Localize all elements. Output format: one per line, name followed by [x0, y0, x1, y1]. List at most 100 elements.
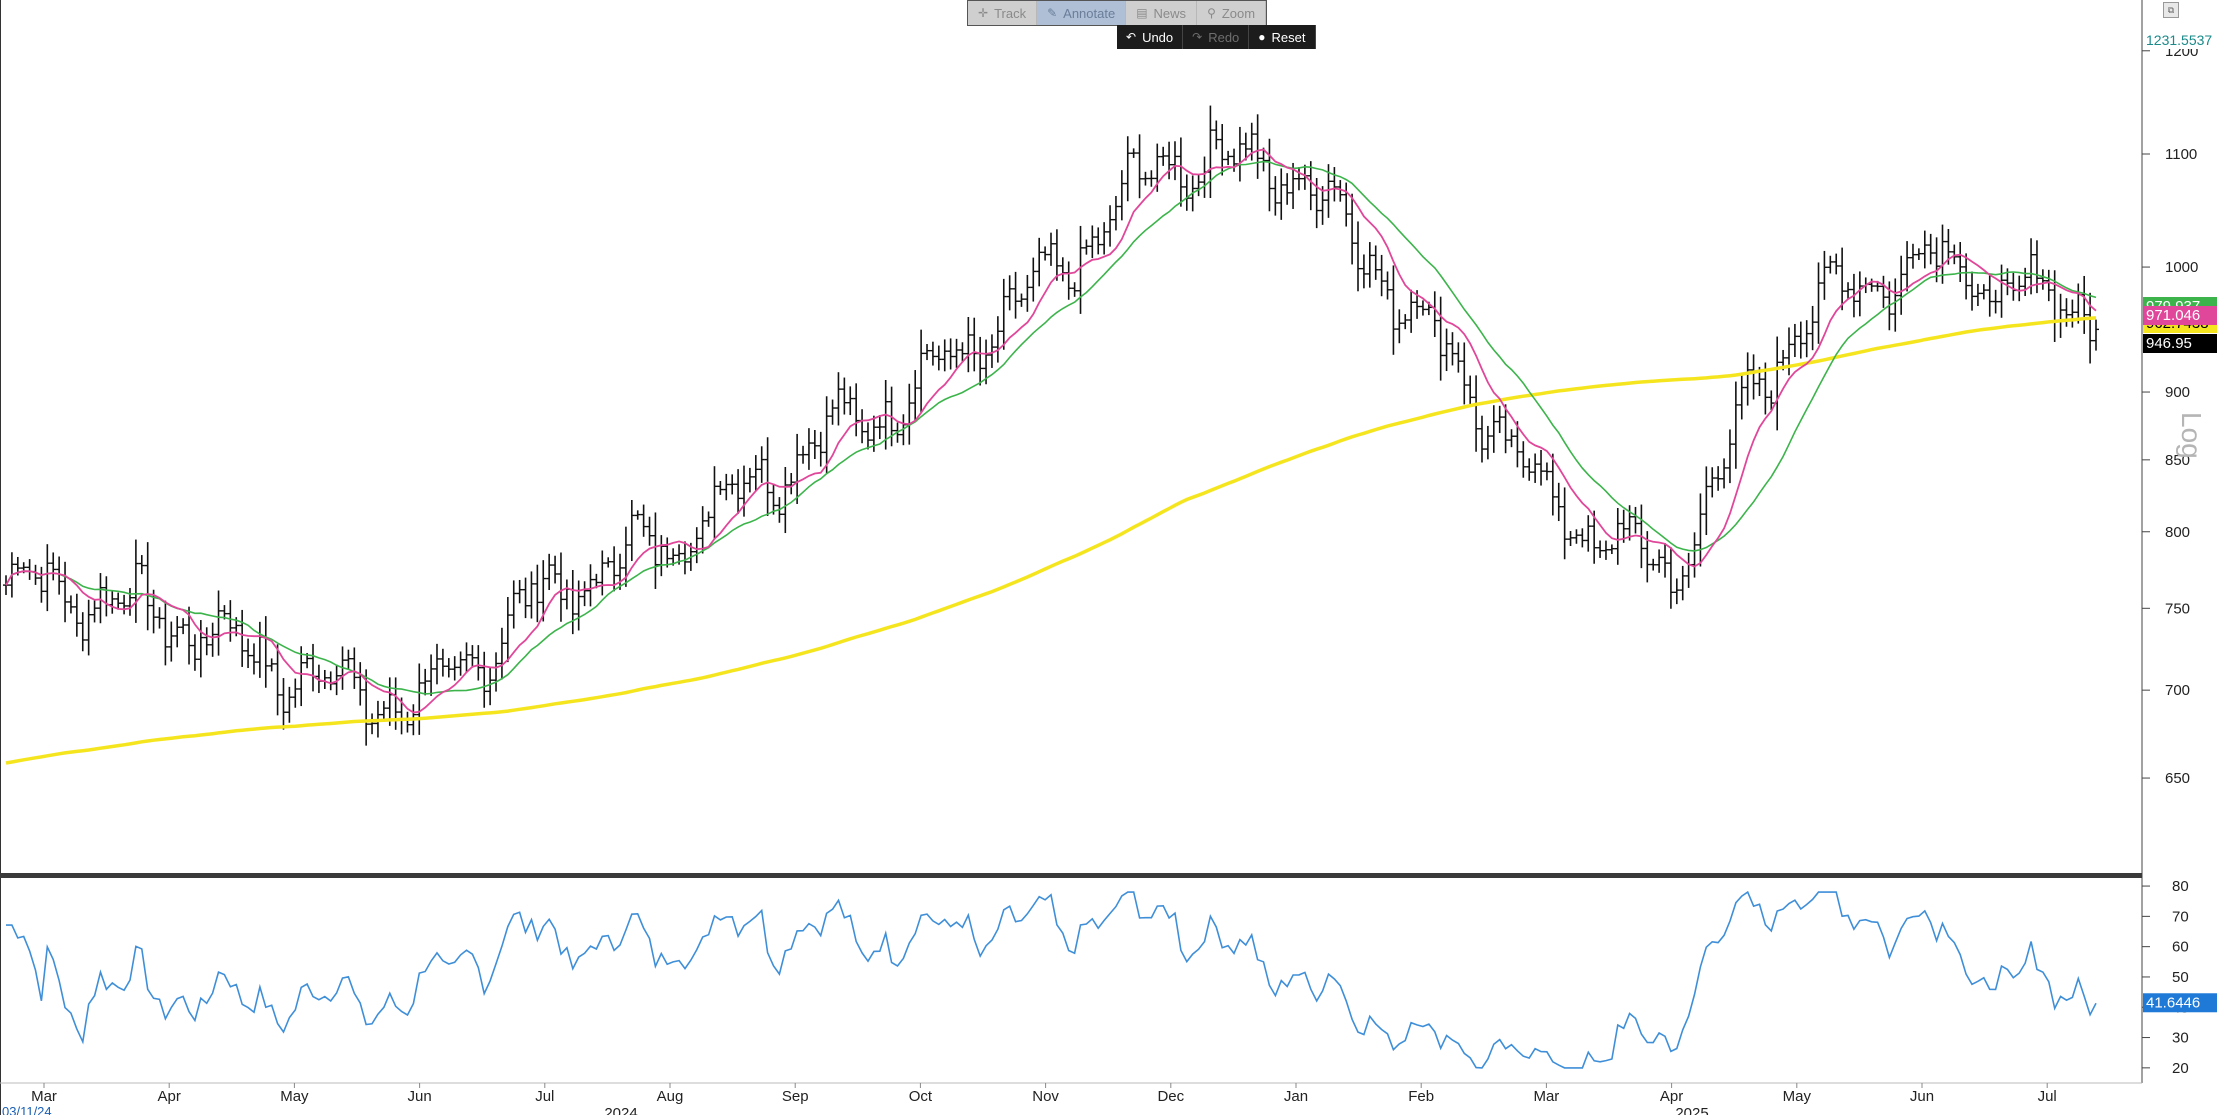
price-bar [286, 686, 293, 723]
price-bar [1809, 305, 1816, 351]
price-bar [132, 539, 139, 623]
price-bar [321, 669, 328, 690]
price-bar [1384, 271, 1391, 300]
price-bar [1030, 257, 1037, 302]
price-bar [79, 612, 86, 652]
price-bar [469, 645, 476, 668]
price-bar [1473, 375, 1480, 452]
price-tick-label: 1100 [2165, 146, 2197, 163]
price-bar [746, 467, 753, 493]
track-button[interactable]: ✛ Track [968, 1, 1038, 25]
price-bar [628, 499, 635, 562]
price-bar [451, 656, 458, 681]
price-bar [62, 561, 69, 623]
month-label: Apr [158, 1088, 181, 1105]
ma-pink-line [5, 148, 2097, 714]
crosshair-icon: ✛ [978, 6, 989, 20]
price-bar [1295, 167, 1302, 191]
price-bar [717, 481, 724, 495]
ma-pink-last-badge: 971.046 [2143, 306, 2217, 325]
price-bar [1207, 105, 1214, 199]
price-bar [1880, 275, 1887, 308]
price-bar [1042, 246, 1049, 261]
price-bar [256, 621, 263, 678]
year-label: 2024 [604, 1105, 637, 1115]
price-bar [1768, 390, 1775, 411]
price-bar [38, 566, 45, 603]
price-bar [1307, 161, 1314, 211]
panel-options-icon[interactable]: ⧉ [2163, 2, 2179, 18]
price-bar [983, 339, 990, 385]
redo-button[interactable]: ↷ Redo [1183, 25, 1250, 49]
price-bar [1071, 282, 1078, 297]
price-bar [1667, 547, 1674, 609]
price-bar [764, 437, 771, 516]
price-bar [1107, 205, 1114, 247]
price-bar [522, 577, 529, 619]
price-bar [1573, 529, 1580, 544]
price-bar [1331, 167, 1338, 202]
price-bar [841, 377, 848, 415]
price-bar [428, 654, 435, 696]
price-bar [1419, 300, 1426, 316]
zoom-button[interactable]: ⚲ Zoom [1197, 1, 1267, 25]
price-bar [1703, 466, 1710, 536]
news-button[interactable]: ▤ News [1126, 1, 1198, 25]
price-bar [906, 383, 913, 445]
undo-button[interactable]: ↶ Undo [1117, 25, 1184, 49]
price-bar [1195, 174, 1202, 197]
price-bar [1213, 120, 1220, 150]
price-bar [1166, 141, 1173, 180]
rsi-tick-label: 20 [2172, 1060, 2189, 1077]
price-bar [735, 469, 742, 514]
price-bar [227, 600, 234, 642]
price-bar [1974, 283, 1981, 307]
price-bar [1549, 453, 1556, 516]
price-bar [121, 594, 128, 615]
price-bar [977, 336, 984, 386]
price-bar [729, 474, 736, 495]
price-bar [1986, 275, 1993, 317]
price-bar [876, 415, 883, 440]
price-bar [1431, 291, 1438, 338]
price-bar [510, 580, 517, 629]
price-bar [1496, 405, 1503, 434]
price-bar [115, 592, 122, 610]
price-bar [1142, 171, 1149, 186]
price-bar [380, 701, 387, 722]
top-price-label: 1231.5537 [2146, 32, 2212, 48]
price-bar [599, 550, 606, 596]
price-bar [1543, 462, 1550, 481]
price-bar [1036, 237, 1043, 287]
top-price-badge [2143, 31, 2217, 49]
price-bar [1006, 275, 1013, 311]
price-bar [2039, 269, 2046, 290]
price-bar [1585, 515, 1592, 552]
price-bar [569, 569, 576, 635]
price-bar [209, 622, 216, 657]
price-bar [941, 339, 948, 372]
price-bar [1650, 558, 1657, 571]
price-bar [1915, 248, 1922, 261]
price-bar [1349, 193, 1356, 265]
month-label: Jul [535, 1088, 554, 1105]
reset-button[interactable]: ● Reset [1249, 25, 1316, 49]
price-bar [1160, 146, 1167, 166]
price-bar [516, 579, 523, 604]
price-bar [91, 600, 98, 623]
price-bar [1225, 150, 1232, 166]
price-bar [191, 634, 198, 671]
price-bar [239, 609, 246, 667]
price-bar [1898, 255, 1905, 315]
price-bar [245, 638, 252, 669]
price-bar [1738, 373, 1745, 420]
ma-yellow-line [5, 316, 2097, 765]
month-label: Sep [782, 1088, 809, 1105]
rsi-tick-label: 30 [2172, 1030, 2189, 1047]
price-bar [611, 546, 618, 592]
price-bar [770, 483, 777, 515]
annotate-button[interactable]: ✎ Annotate [1037, 1, 1127, 25]
price-tick-label: 1000 [2165, 259, 2198, 276]
price-bar [994, 316, 1001, 363]
